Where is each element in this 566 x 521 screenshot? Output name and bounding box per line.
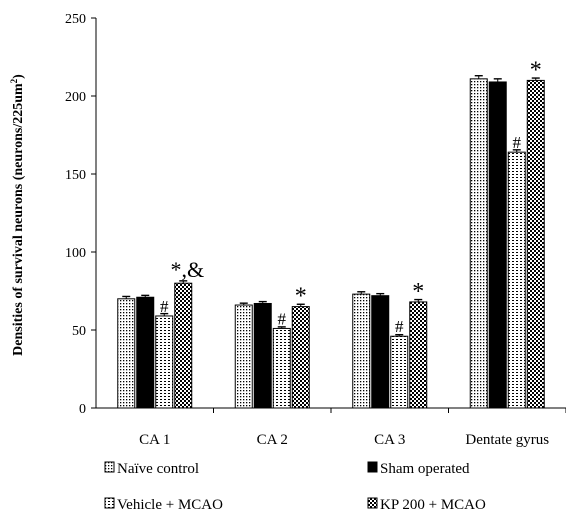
significance-marker: # — [513, 133, 522, 152]
significance-marker: * — [530, 57, 542, 83]
significance-marker: # — [278, 309, 287, 328]
y-tick-label: 50 — [72, 324, 86, 339]
x-ticks: CA 1 CA 2 CA 3 Dentate gyrus — [139, 408, 566, 448]
bar — [174, 282, 193, 409]
legend: Naïve control Sham operated Vehicle + MCAO… — [104, 461, 486, 513]
y-tick-label: 100 — [65, 246, 86, 261]
error-bar — [179, 280, 188, 284]
bar — [155, 315, 174, 409]
legend-swatch — [367, 461, 378, 473]
bar — [352, 293, 371, 409]
bar — [390, 335, 409, 409]
bar — [117, 298, 136, 409]
y-tick-label: 200 — [65, 90, 86, 105]
error-bar — [141, 294, 150, 298]
error-bar — [493, 78, 502, 82]
bar — [526, 79, 545, 409]
x-tick-label: CA 1 — [139, 432, 170, 448]
error-bar — [258, 300, 267, 304]
legend-swatch — [104, 461, 115, 473]
significance-marker: # — [395, 317, 404, 336]
significance-marker: *,& — [170, 257, 204, 282]
error-bar — [357, 291, 366, 295]
legend-label: Sham operated — [380, 461, 470, 477]
legend-swatch — [367, 497, 378, 509]
y-tick-label: 150 — [65, 168, 86, 183]
bar — [253, 302, 272, 409]
bar — [507, 151, 526, 409]
x-tick-label: CA 2 — [257, 432, 288, 448]
bar — [272, 327, 291, 409]
y-tick-label: 0 — [79, 402, 86, 417]
significance-marker: * — [412, 279, 424, 305]
error-bar — [239, 302, 248, 306]
bar — [409, 301, 428, 409]
error-bar — [512, 149, 521, 153]
bar — [136, 296, 155, 409]
y-tick-label: 250 — [65, 12, 86, 27]
error-bar — [122, 295, 131, 299]
x-tick-label: Dentate gyrus — [465, 432, 549, 448]
bar — [371, 295, 390, 409]
bar — [234, 304, 253, 409]
legend-label: Vehicle + MCAO — [117, 497, 223, 513]
error-bar — [277, 326, 286, 329]
legend-label: KP 200 + MCAO — [380, 497, 486, 513]
bar — [469, 78, 488, 409]
legend-item: KP 200 + MCAO — [367, 497, 486, 513]
y-axis-label: Densities of survival neurons (neurons/2… — [9, 74, 26, 356]
bar — [291, 306, 310, 409]
error-bar — [376, 292, 385, 296]
legend-label: Naïve control — [117, 461, 199, 477]
legend-item: Sham operated — [367, 461, 470, 477]
error-bar — [474, 75, 483, 79]
legend-swatch — [104, 497, 115, 509]
legend-item: Vehicle + MCAO — [104, 497, 223, 513]
bars — [117, 78, 545, 409]
annotations: #*,&#*#*#* — [160, 57, 542, 336]
y-ticks: 0 50 100 150 200 250 — [65, 12, 96, 417]
error-bar — [531, 77, 540, 81]
error-bars — [122, 75, 540, 337]
error-bar — [414, 298, 423, 302]
significance-marker: # — [160, 297, 169, 316]
bar — [488, 81, 507, 409]
error-bar — [395, 333, 404, 337]
legend-item: Naïve control — [104, 461, 199, 477]
error-bar — [160, 312, 169, 316]
error-bar — [296, 303, 305, 307]
x-tick-label: CA 3 — [374, 432, 405, 448]
significance-marker: * — [295, 284, 307, 310]
